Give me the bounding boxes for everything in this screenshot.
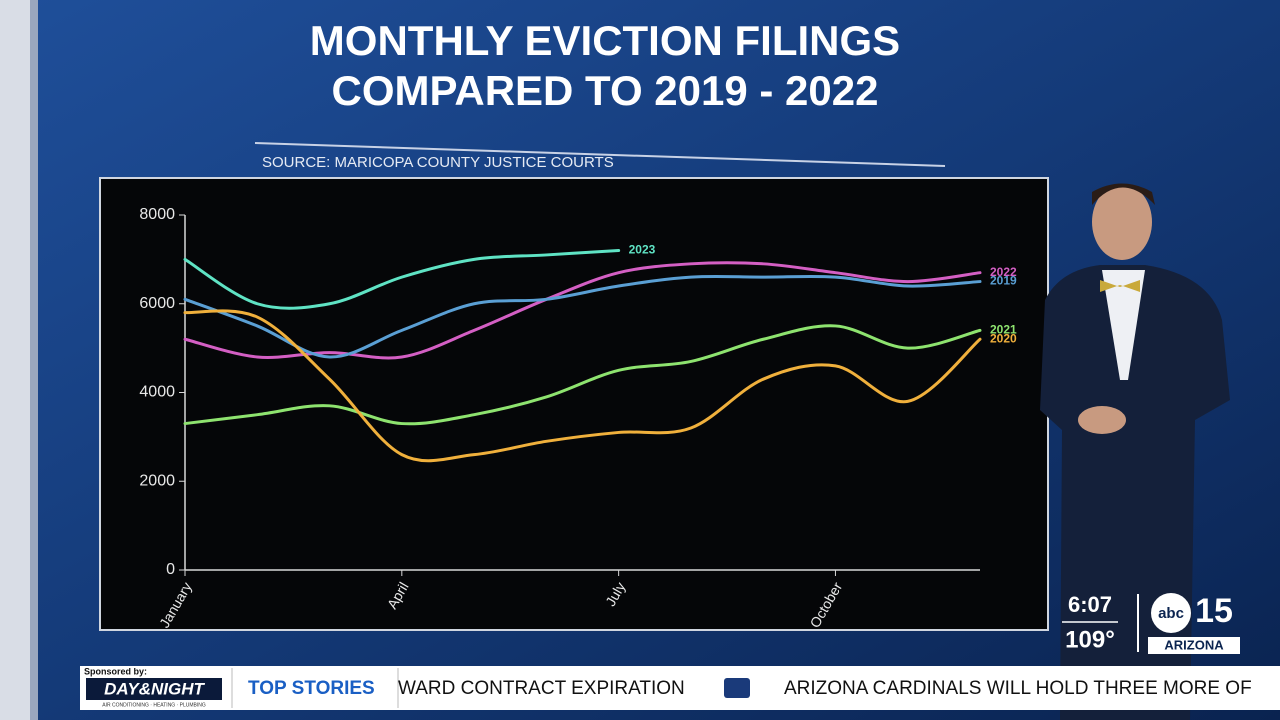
sponsor: DAY&NIGHT: [104, 679, 205, 698]
y-tick-label: 6000: [139, 295, 175, 312]
series-line: [183, 309, 982, 463]
sponsor-box: [86, 678, 222, 700]
y-tick-label: 4000: [139, 384, 175, 401]
series-line: [183, 274, 982, 359]
clock: 6:07: [1068, 592, 1112, 617]
logo-region-box: [1148, 637, 1240, 654]
series-label: 2022: [990, 265, 1017, 279]
sponsor-tagline: AIR CONDITIONING · HEATING · PLUMBING: [102, 702, 206, 708]
title-rule: [254, 142, 946, 167]
sponsor-label: Sponsored by:: [84, 666, 147, 676]
logo-region: ARIZONA: [1164, 637, 1224, 652]
logo-circle: [1151, 593, 1191, 633]
chart-panel: [99, 177, 1049, 631]
y-tick-label: 0: [166, 561, 175, 578]
series-label: 2021: [990, 323, 1017, 337]
ticker-bar: [80, 666, 1280, 710]
ticker-logo: [724, 678, 750, 698]
source: SOURCE: MARICOPA COUNTY JUSTICE COURTS: [262, 154, 614, 171]
logo-channel: 15: [1195, 592, 1233, 630]
series-label: 2020: [990, 331, 1017, 345]
ticker-item: WARD CONTRACT EXPIRATION: [398, 678, 685, 699]
series-label: 2019: [990, 274, 1017, 288]
ticker-section: TOP STORIES: [248, 678, 375, 699]
ticker-item: ARIZONA CARDINALS WILL HOLD THREE MORE O…: [784, 678, 1252, 699]
series-line: [183, 261, 982, 360]
title: MONTHLY EVICTION FILINGS: [310, 17, 900, 64]
subtitle: COMPARED TO 2019 - 2022: [332, 67, 879, 114]
temperature: 109°: [1065, 626, 1115, 653]
logo-station: abc: [1158, 605, 1184, 622]
y-tick-label: 8000: [139, 206, 175, 223]
wall-edge: [0, 0, 30, 720]
series-line: [183, 324, 982, 426]
series-line: [183, 249, 621, 310]
wall-edge-shadow: [30, 0, 38, 720]
y-tick-label: 2000: [139, 472, 175, 489]
series-label: 2023: [629, 243, 656, 257]
